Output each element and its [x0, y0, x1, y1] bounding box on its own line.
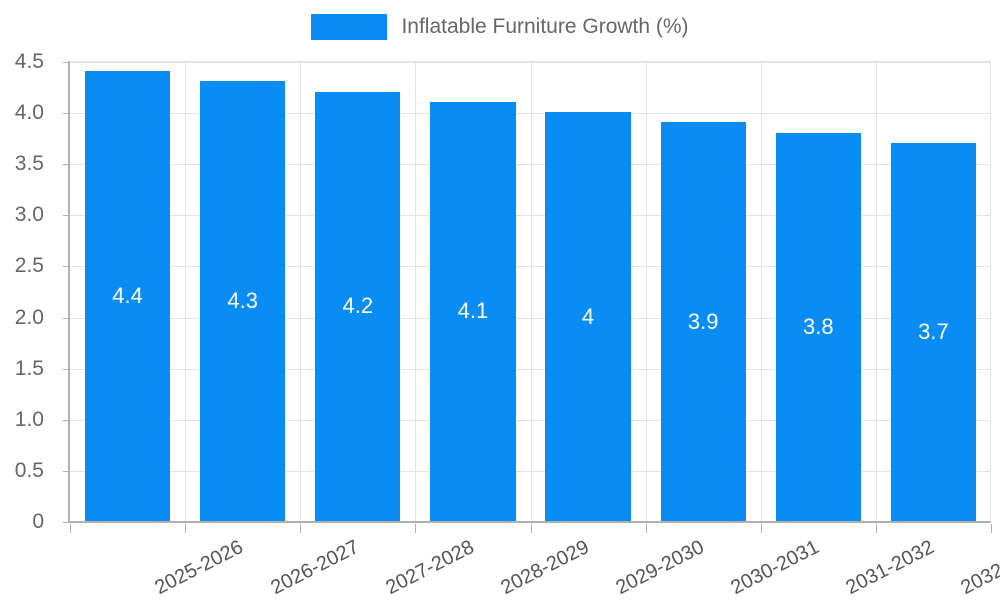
- y-axis-tick-label: 1.5: [14, 356, 44, 380]
- chart-legend: Inflatable Furniture Growth (%): [0, 8, 1000, 46]
- x-axis-tick-label: 2029-2030: [612, 536, 708, 600]
- x-gridline: [415, 62, 417, 521]
- y-axis-tick-label: 0: [32, 510, 44, 533]
- x-tick-mark: [760, 524, 762, 533]
- bar-value-label: 3.9: [687, 308, 719, 334]
- y-gridline: [70, 419, 990, 421]
- y-tick-mark: [63, 266, 70, 268]
- bar-value-label: 3.7: [918, 318, 949, 344]
- y-axis-tick-label: 1.0: [14, 407, 44, 431]
- x-tick-mark: [70, 524, 71, 533]
- bar[interactable]: 4.1: [430, 101, 516, 521]
- x-gridline: [645, 62, 647, 521]
- bar[interactable]: 4.4: [84, 71, 171, 521]
- legend-color-swatch-icon: [311, 14, 388, 40]
- bar-value-label: 4.2: [342, 293, 374, 319]
- x-tick-mark: [875, 524, 877, 533]
- legend-item-inflatable-furniture-growth[interactable]: Inflatable Furniture Growth (%): [311, 14, 689, 40]
- x-axis-tick-label: 2032-2033: [957, 536, 1000, 600]
- x-axis-tick-label: 2026-2027: [266, 536, 363, 600]
- bar[interactable]: 4: [545, 112, 631, 521]
- y-gridline: [70, 368, 990, 370]
- bar-value-label: 4.3: [227, 288, 258, 314]
- y-gridline: [70, 317, 990, 319]
- y-gridline: [70, 113, 990, 115]
- x-tick-mark: [185, 524, 187, 533]
- bar-value-label: 4.1: [457, 298, 489, 324]
- x-gridline: [300, 62, 302, 521]
- x-tick-mark: [300, 524, 302, 533]
- x-gridline: [530, 62, 532, 521]
- x-gridline: [185, 62, 187, 521]
- y-tick-mark: [63, 419, 70, 421]
- bar[interactable]: 3.8: [775, 132, 861, 521]
- y-tick-mark: [63, 368, 70, 370]
- y-gridline: [70, 215, 990, 217]
- x-axis-tick-label: 2027-2028: [382, 536, 478, 600]
- x-gridline: [760, 62, 762, 521]
- x-gridline: [875, 62, 877, 521]
- x-axis-tick-label: 2025-2026: [151, 536, 248, 600]
- y-axis-tick-label: 3.0: [14, 203, 44, 227]
- y-tick-mark: [63, 164, 70, 166]
- y-tick-mark: [63, 317, 70, 319]
- y-axis-tick-label: 2.0: [14, 305, 44, 329]
- bar-value-label: 3.8: [803, 313, 834, 339]
- y-axis-tick-label: 2.5: [14, 254, 44, 278]
- y-axis-tick-label: 3.5: [14, 152, 44, 176]
- y-tick-mark: [63, 215, 70, 217]
- bar[interactable]: 3.9: [660, 122, 746, 521]
- legend-label: Inflatable Furniture Growth (%): [401, 15, 689, 38]
- y-axis-tick-label: 0.5: [14, 458, 44, 482]
- y-tick-mark: [63, 62, 70, 63]
- bar[interactable]: 4.3: [200, 81, 286, 521]
- y-gridline: [70, 470, 990, 472]
- bar-value-label: 4.4: [112, 283, 143, 309]
- x-tick-mark: [645, 524, 647, 533]
- y-axis-tick-label: 4.0: [14, 101, 44, 125]
- bar[interactable]: 3.7: [890, 142, 977, 521]
- y-gridline: [70, 62, 990, 63]
- plot-area: 0 0.5 1.0 1.5 2.0 2.5 3.0 3.5 4.0 4.5 4.4 2025-2026…: [15, 50, 1000, 599]
- bar-value-label: 4: [581, 303, 595, 329]
- x-axis-tick-label: 2031-2032: [842, 536, 938, 600]
- y-tick-mark: [63, 470, 70, 472]
- y-tick-mark: [63, 113, 70, 115]
- x-tick-mark: [530, 524, 532, 533]
- x-tick-mark: [415, 524, 417, 533]
- x-axis-tick-label: 2028-2029: [497, 536, 593, 600]
- y-tick-mark: [63, 522, 70, 523]
- x-axis-tick-label: 2030-2031: [727, 536, 823, 600]
- y-gridline: [70, 266, 990, 268]
- y-axis-tick-label: 4.5: [14, 50, 44, 73]
- x-tick-mark: [991, 524, 992, 533]
- y-gridline: [70, 164, 990, 166]
- bar[interactable]: 4.2: [315, 91, 401, 521]
